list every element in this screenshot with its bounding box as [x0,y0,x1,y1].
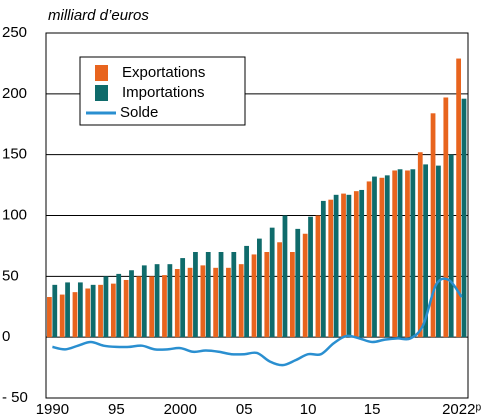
bar [98,284,103,338]
bar [213,267,219,338]
bar [47,297,52,338]
bar [430,113,436,338]
bar [162,275,167,338]
bar [205,252,211,338]
bar [238,264,244,338]
y-axis-label: milliard d’euros [48,7,149,24]
legend-swatch [95,65,108,81]
bar [264,252,270,338]
bar [392,170,398,338]
bar [372,176,377,338]
bar [90,284,96,338]
bar [423,164,429,338]
bar [346,194,352,338]
bar [417,152,423,338]
bar [269,227,275,338]
bar [333,194,339,338]
y-tick-label: 50 [2,267,19,284]
bar [180,258,186,338]
bar [231,252,237,338]
bar [384,175,390,338]
bar [295,228,301,338]
x-tick-label: 95 [108,401,125,418]
legend-label: Importations [122,84,205,101]
bar [282,215,288,338]
bar [167,264,173,338]
bar [315,215,321,338]
bar [443,97,449,338]
bar [110,283,116,338]
bar [359,189,365,338]
bar [116,273,122,338]
bar [405,170,410,338]
x-tick-label: 05 [236,401,253,418]
bar [456,58,462,338]
bar [341,193,346,338]
bar [218,252,224,338]
bar [149,276,155,338]
line [52,277,463,367]
bar [410,169,416,338]
bar [277,242,282,338]
bar [77,282,83,338]
y-tick-label: 150 [2,146,27,163]
bar [244,245,249,338]
bar [154,264,160,338]
plot-frame [45,32,469,399]
bar [129,270,134,338]
bar [123,279,129,338]
bar [187,267,193,338]
bar [353,191,359,338]
x-tick-label: 2000 [164,401,197,418]
legend-swatch [95,85,108,101]
bar [52,284,58,338]
bar [136,276,142,338]
bar [174,269,180,338]
bar [320,200,326,338]
x-tick-label: 10 [300,401,317,418]
legend-label: Solde [120,104,158,121]
bar [193,252,198,338]
bar [289,252,295,338]
bar [200,265,206,338]
bar [448,154,454,338]
y-tick-label: - 50 [2,389,28,406]
y-tick-label: 0 [2,328,10,345]
bar [366,181,372,338]
x-tick-label: 15 [364,401,381,418]
bar [251,254,257,338]
y-tick-label: 200 [2,85,27,102]
bar [59,294,65,338]
bar [226,267,231,338]
bar [397,169,403,338]
bar [65,282,70,338]
bar [436,165,441,338]
legend-label: Exportations [122,64,205,81]
bar [308,216,313,338]
y-tick-label: 100 [2,206,27,223]
bar [141,265,147,338]
x-tick-label: 2022ᵖ [442,401,481,418]
bar [257,238,262,338]
bar [328,199,334,338]
y-tick-label: 250 [2,24,27,41]
bar [379,177,385,338]
bar [85,288,91,338]
bar [103,276,109,338]
bar [72,292,78,338]
x-tick-label: 1990 [36,401,69,418]
bar [461,98,467,338]
bar [302,233,308,338]
